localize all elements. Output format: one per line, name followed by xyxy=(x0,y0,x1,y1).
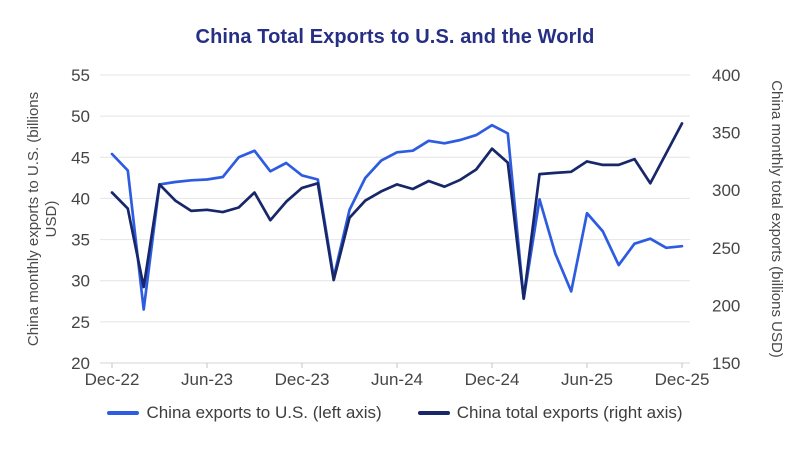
legend-item-total: China total exports (right axis) xyxy=(417,403,683,423)
series-line-china-exports-to-us xyxy=(110,123,684,311)
y-axis-tick-label-left: 25 xyxy=(71,313,90,332)
legend: China exports to U.S. (left axis) China … xyxy=(100,403,690,423)
x-axis-tick-label: Jun-23 xyxy=(181,370,233,389)
y-axis-tick-label-left: 40 xyxy=(71,189,90,208)
y-axis-tick-label-left: 45 xyxy=(71,148,90,167)
y-axis-tick-label-right: 300 xyxy=(712,181,740,200)
y-axis-tick-label-left: 30 xyxy=(71,272,90,291)
y-axis-tick-label-left: 50 xyxy=(71,107,90,126)
y-axis-tick-label-right: 150 xyxy=(712,354,740,373)
x-axis-tick-label: Dec-23 xyxy=(275,370,330,389)
y-axis-tick-label-right: 400 xyxy=(712,66,740,85)
y-axis-tick-label-left: 20 xyxy=(71,354,90,373)
series-line-china-total-exports xyxy=(110,122,684,300)
legend-label-total: China total exports (right axis) xyxy=(456,403,683,422)
legend-label-us: China exports to U.S. (left axis) xyxy=(146,403,382,422)
x-axis-tick-label: Jun-25 xyxy=(561,370,613,389)
x-axis-tick-label: Jun-24 xyxy=(371,370,423,389)
legend-item-us: China exports to U.S. (left axis) xyxy=(107,403,382,423)
x-axis-tick-label: Dec-25 xyxy=(655,370,710,389)
y-axis-tick-label-right: 350 xyxy=(712,124,740,143)
legend-swatch-total xyxy=(417,411,450,415)
y-axis-tick-label-right: 250 xyxy=(712,239,740,258)
y-axis-tick-label-right: 200 xyxy=(712,296,740,315)
x-axis-tick-label: Dec-22 xyxy=(85,370,140,389)
legend-swatch-us xyxy=(107,411,140,415)
chart-title: China Total Exports to U.S. and the Worl… xyxy=(195,26,595,48)
x-axis-tick-label: Dec-24 xyxy=(465,370,520,389)
y-axis-tick-label-left: 35 xyxy=(71,231,90,250)
y-axis-tick-label-left: 55 xyxy=(71,66,90,85)
